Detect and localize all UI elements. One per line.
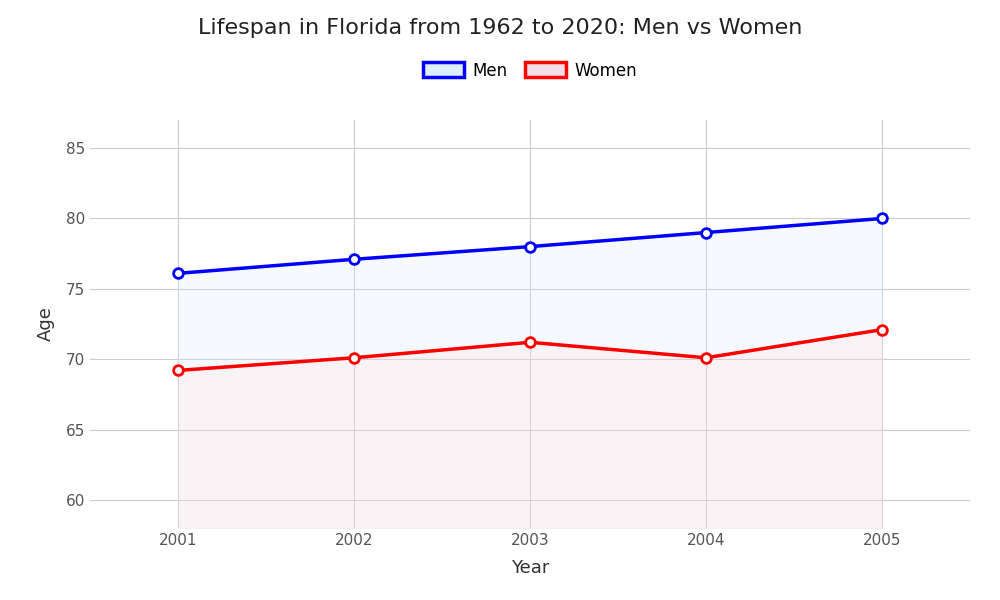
Legend: Men, Women: Men, Women [416,55,644,86]
Text: Lifespan in Florida from 1962 to 2020: Men vs Women: Lifespan in Florida from 1962 to 2020: M… [198,18,802,38]
Y-axis label: Age: Age [37,307,55,341]
X-axis label: Year: Year [511,559,549,577]
